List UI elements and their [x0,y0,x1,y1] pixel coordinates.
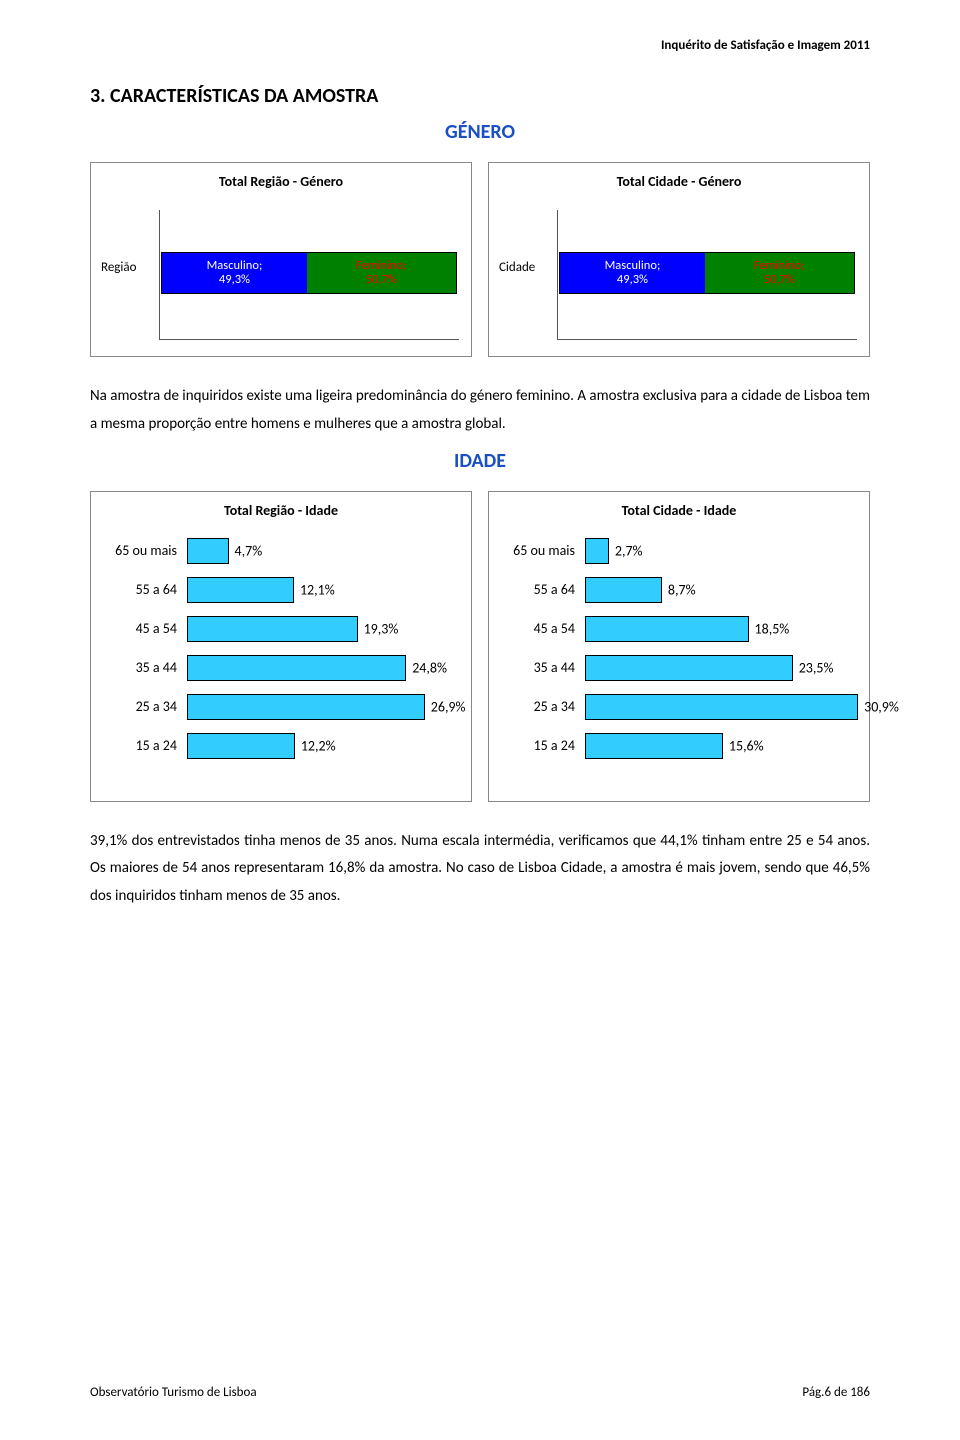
age-value-label: 4,7% [235,542,263,559]
age-bar [585,577,662,603]
age-bar-track: 19,3% [187,616,461,642]
age-bar [187,538,229,564]
age-regiao-panel: Total Região - Idade 65 ou mais 4,7% 55 a … [90,491,472,802]
age-category-label: 25 a 34 [499,698,585,715]
age-bar [187,694,425,720]
age-category-label: 45 a 54 [499,620,585,637]
age-row: 15 a 24 15,6% [499,728,859,764]
age-bar [585,694,858,720]
age-bar-track: 8,7% [585,577,859,603]
gender-regiao-panel: Total Região - Género Região Masculino; … [90,162,472,357]
gender-cidade-panel: Total Cidade - Género Cidade Masculino; … [488,162,870,357]
age-value-label: 2,7% [615,542,643,559]
gender-segment: Masculino; 49,3% [560,253,705,293]
gender-panels: Total Região - Género Região Masculino; … [90,162,870,357]
gender-regiao-axis-label: Região [101,260,136,275]
age-bar [187,577,294,603]
gender-segment: Feminino; 50,7% [705,253,854,293]
age-category-label: 55 a 64 [499,581,585,598]
age-category-label: 15 a 24 [101,737,187,754]
age-row: 25 a 3426,9% [101,689,461,725]
header-right-text: Inquérito de Satisfação e Imagem 2011 [661,38,870,53]
age-row: 45 a 54 18,5% [499,611,859,647]
gender-regiao-bar: Masculino; 49,3%Feminino; 50,7% [161,252,457,294]
age-category-label: 65 ou mais [101,542,187,559]
age-bar-track: 18,5% [585,616,859,642]
age-paragraph: 39,1% dos entrevistados tinha menos de 3… [90,828,870,911]
age-category-label: 65 ou mais [499,542,585,559]
age-value-label: 12,2% [301,737,336,754]
age-category-label: 15 a 24 [499,737,585,754]
footer-left: Observatório Turismo de Lisboa [90,1385,257,1400]
age-regiao-title: Total Região - Idade [101,502,461,519]
age-bar-track: 26,9% [187,694,461,720]
age-row: 25 a 3430,9% [499,689,859,725]
age-category-label: 35 a 44 [101,659,187,676]
age-panels: Total Região - Idade 65 ou mais 4,7% 55 a … [90,491,870,802]
age-category-label: 35 a 44 [499,659,585,676]
gender-cidade-bar: Masculino; 49,3%Feminino; 50,7% [559,252,855,294]
age-value-label: 24,8% [412,659,447,676]
age-value-label: 8,7% [668,581,696,598]
age-cidade-title: Total Cidade - Idade [499,502,859,519]
document-page: Inquérito de Satisfação e Imagem 2011 3.… [0,0,960,1440]
age-cidade-chart: 65 ou mais 2,7% 55 a 64 8,7% 45 a 54 18,5% 35 … [499,533,859,789]
age-category-label: 55 a 64 [101,581,187,598]
age-bar [585,538,609,564]
age-value-label: 23,5% [799,659,834,676]
age-regiao-chart: 65 ou mais 4,7% 55 a 64 12,1% 45 a 54 19,3% 35… [101,533,461,789]
age-bar [187,733,295,759]
age-bar [187,655,406,681]
age-value-label: 12,1% [300,581,335,598]
age-bar-track: 30,9% [585,694,859,720]
age-bar-track: 12,2% [187,733,461,759]
age-heading: IDADE [90,449,870,473]
age-row: 15 a 24 12,2% [101,728,461,764]
age-bar-track: 4,7% [187,538,461,564]
age-bar-track: 2,7% [585,538,859,564]
age-value-label: 26,9% [431,698,466,715]
age-bar [585,733,723,759]
age-row: 45 a 54 19,3% [101,611,461,647]
gender-regiao-title: Total Região - Género [101,173,461,190]
gender-cidade-chart: Cidade Masculino; 49,3%Feminino; 50,7% [499,204,859,344]
section-title: 3. CARACTERÍSTICAS DA AMOSTRA [90,84,870,108]
age-category-label: 25 a 34 [101,698,187,715]
age-value-label: 15,6% [729,737,764,754]
gender-segment: Masculino; 49,3% [162,253,307,293]
age-row: 35 a 44 23,5% [499,650,859,686]
age-category-label: 45 a 54 [101,620,187,637]
footer-right: Pág.6 de 186 [802,1385,870,1400]
age-value-label: 30,9% [864,698,899,715]
age-cidade-panel: Total Cidade - Idade 65 ou mais 2,7% 55 a … [488,491,870,802]
age-bar [585,655,793,681]
gender-cidade-axis-label: Cidade [499,260,535,275]
age-bar [187,616,358,642]
age-bar-track: 12,1% [187,577,461,603]
age-value-label: 18,5% [755,620,790,637]
gender-paragraph: Na amostra de inquiridos existe uma lige… [90,383,870,439]
age-bar-track: 23,5% [585,655,859,681]
age-value-label: 19,3% [364,620,399,637]
gender-heading: GÉNERO [90,120,870,144]
gender-cidade-title: Total Cidade - Género [499,173,859,190]
gender-regiao-chart: Região Masculino; 49,3%Feminino; 50,7% [101,204,461,344]
age-bar-track: 15,6% [585,733,859,759]
age-row: 65 ou mais 4,7% [101,533,461,569]
age-row: 65 ou mais 2,7% [499,533,859,569]
age-row: 55 a 64 8,7% [499,572,859,608]
age-bar-track: 24,8% [187,655,461,681]
age-bar [585,616,749,642]
age-row: 35 a 44 24,8% [101,650,461,686]
gender-segment: Feminino; 50,7% [307,253,456,293]
page-footer: Observatório Turismo de Lisboa Pág.6 de … [90,1385,870,1400]
age-row: 55 a 64 12,1% [101,572,461,608]
